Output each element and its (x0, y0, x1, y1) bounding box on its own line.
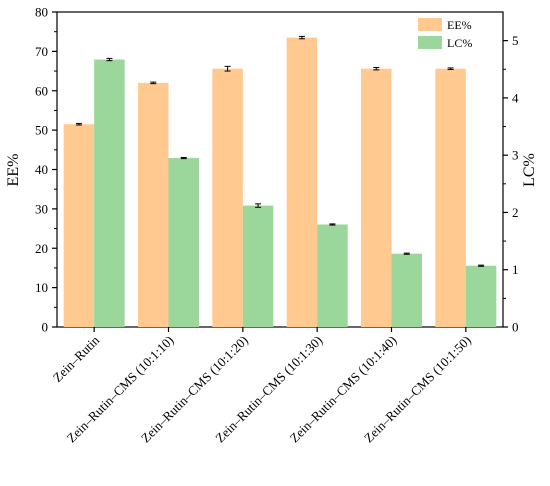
y-tick-label-right: 4 (512, 90, 519, 105)
y-tick-label-left: 80 (35, 5, 48, 20)
y-tick-label-left: 20 (35, 241, 48, 256)
bar-ee (138, 82, 169, 327)
y-tick-label-right: 1 (512, 262, 519, 277)
legend-label: LC% (447, 36, 472, 50)
bars (63, 37, 497, 327)
bar-lc (242, 205, 274, 327)
y-axis-title-right: LC% (521, 153, 538, 187)
bar-ee (212, 68, 243, 327)
y-tick-label-right: 3 (512, 148, 519, 163)
x-tick-label: Zein–Rutin (50, 332, 103, 385)
y-axis-right: 0 1 2 3 4 5 (503, 33, 519, 335)
bar-ee (361, 68, 392, 327)
bar-ee (435, 68, 466, 327)
y-tick-label-left: 70 (35, 44, 48, 59)
bar-lc (391, 253, 422, 327)
y-tick-label-left: 30 (35, 201, 48, 216)
bar-lc (317, 224, 348, 327)
bar-ee (286, 37, 318, 327)
y-tick-label-left: 10 (35, 280, 48, 295)
y-tick-label-left: 40 (35, 162, 48, 177)
error-bars (75, 35, 485, 267)
y-axis-title-left: EE% (5, 154, 22, 187)
y-tick-label-right: 5 (512, 33, 519, 48)
y-tick-label-right: 2 (512, 205, 519, 220)
legend-swatch (418, 36, 442, 49)
y-tick-label-left: 50 (35, 123, 48, 138)
y-axis-left: 0 10 20 30 40 50 60 70 80 (35, 5, 57, 335)
bar-lc (465, 265, 497, 327)
legend-swatch (418, 18, 442, 31)
legend: EE% LC% (418, 18, 472, 50)
bar-lc (168, 158, 199, 327)
y-tick-label-right: 0 (512, 320, 519, 335)
bar-lc (94, 59, 125, 327)
bar-ee (63, 124, 95, 327)
legend-label: EE% (447, 18, 472, 32)
y-tick-label-left: 60 (35, 83, 48, 98)
y-tick-label-left: 0 (42, 320, 49, 335)
